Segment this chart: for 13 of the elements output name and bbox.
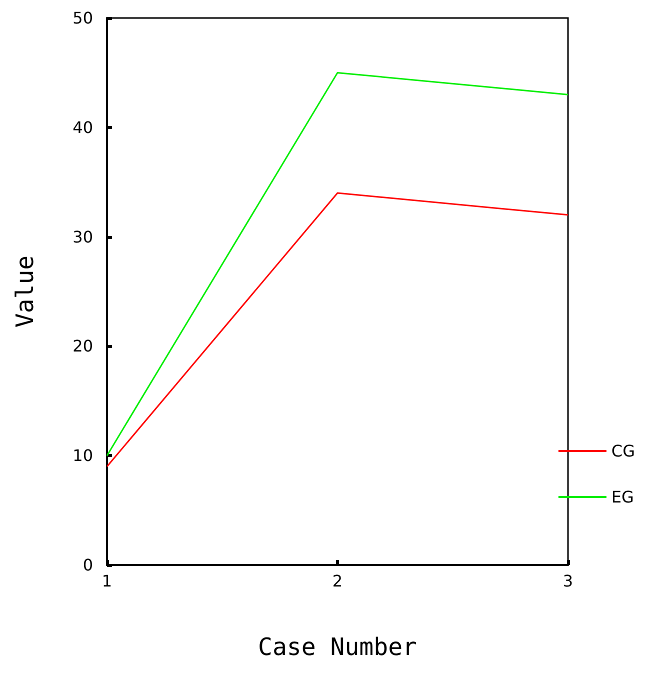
y-tick-label: 30	[72, 227, 93, 246]
x-tick-label: 2	[332, 572, 343, 590]
y-tick-label: 0	[82, 556, 93, 574]
y-tick-label: 40	[72, 118, 93, 137]
y-tick-label: 20	[72, 336, 93, 356]
y-tick-label: 10	[72, 446, 93, 466]
x-tick-label: 1	[102, 572, 112, 590]
x-axis-title: Case Number	[258, 633, 417, 661]
y-tick-label: 50	[72, 8, 93, 28]
x-tick-label: 3	[562, 572, 574, 590]
y-axis-title: Value	[11, 255, 39, 328]
legend-label: EG	[611, 488, 634, 506]
legend-label: CG	[611, 442, 636, 460]
